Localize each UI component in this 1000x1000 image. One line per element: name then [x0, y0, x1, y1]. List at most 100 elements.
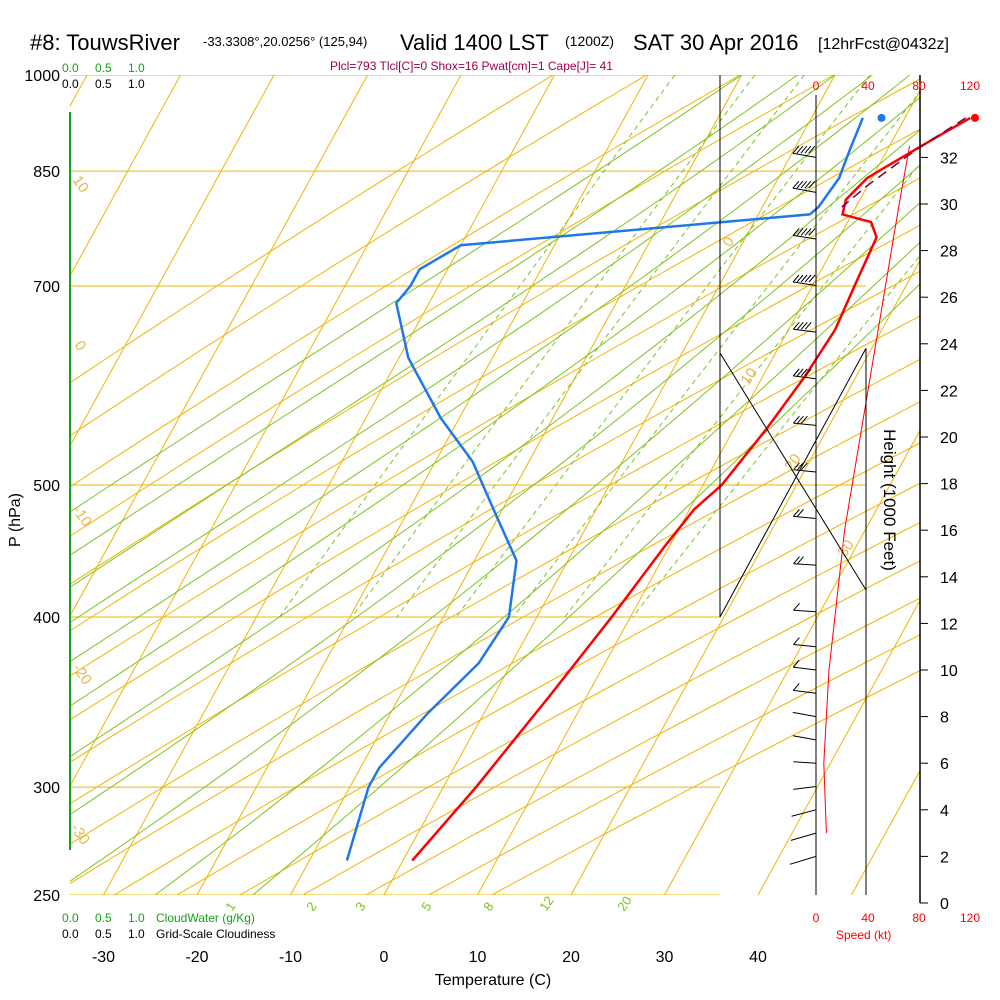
station-coords: -33.3308°,20.0256° (125,94) — [203, 34, 367, 49]
wind-barb-flag — [796, 145, 804, 154]
height-tick-label: 16 — [940, 523, 958, 540]
temperature-tick-label: 30 — [656, 949, 674, 966]
speed-bot-3: 120 — [960, 911, 980, 925]
cloud-top-green-0: 0.0 — [62, 61, 79, 75]
pressure-tick-label: 250 — [33, 888, 60, 905]
height-tick-label: 10 — [940, 663, 958, 680]
pressure-tick-label: 850 — [33, 164, 60, 181]
wind-barb-flag — [804, 274, 812, 283]
height-tick-label: 4 — [940, 803, 949, 820]
dry-adiabat — [70, 75, 834, 537]
mixing-ratio-label: 2 — [303, 899, 319, 914]
wind-barb-flag — [796, 228, 804, 236]
isotherm-line — [70, 75, 368, 617]
wind-barb-flag — [808, 274, 816, 283]
wind-barb-shaft — [793, 609, 817, 613]
moist-adiabat — [70, 96, 920, 707]
wind-barb-flag — [796, 180, 804, 189]
wind-speed-curve — [823, 145, 911, 834]
speed-top-2: 80 — [912, 79, 926, 93]
wind-barb-flag — [801, 415, 808, 424]
wind-barb-flag — [792, 659, 800, 668]
dry-adiabat — [70, 177, 920, 677]
wind-barb-flag — [792, 274, 800, 283]
height-tick-label: 14 — [940, 570, 958, 587]
dry-adiabat-label: 10 — [69, 173, 92, 196]
moist-adiabat — [70, 75, 873, 624]
wind-barb-flag — [797, 462, 804, 471]
cloud-scale-top: 0.0 0.5 1.0 0.0 0.5 1.0 — [62, 61, 145, 91]
height-tick-label: 8 — [940, 710, 949, 727]
moist-adiabat — [70, 75, 798, 556]
isotherm-line — [570, 259, 920, 895]
mixing-ratio-label: 5 — [418, 899, 434, 914]
background-grid — [70, 75, 920, 895]
wind-barb-flag — [792, 368, 800, 377]
wind-barb-flag — [797, 509, 804, 517]
dry-adiabat — [176, 482, 920, 895]
moist-adiabat — [70, 75, 742, 513]
moist-adiabat — [70, 129, 920, 758]
dry-adiabat-label: 0 — [71, 338, 90, 355]
dry-adiabat — [365, 597, 920, 895]
wind-barb-flag — [800, 368, 808, 377]
wind-barb-shaft — [793, 469, 817, 473]
height-tick-label: 30 — [940, 197, 958, 214]
speed-bot-1: 40 — [861, 911, 875, 925]
wind-barb-shaft — [793, 515, 817, 520]
dry-adiabat-label: -10 — [69, 503, 95, 531]
y-axis-title: P (hPa) — [7, 493, 24, 547]
dry-adiabat-label: 0 — [719, 234, 738, 251]
height-tick-label: 24 — [940, 337, 958, 354]
pressure-tick-label: 500 — [33, 478, 60, 495]
isotherm-line — [70, 75, 275, 447]
valid-time: Valid 1400 LST — [400, 30, 549, 55]
dry-adiabat — [70, 128, 920, 632]
speed-axis-label: Speed (kt) — [836, 928, 891, 942]
zulu-time: (1200Z) — [565, 33, 614, 49]
speed-top-1: 40 — [861, 79, 875, 93]
isotherm-line — [290, 75, 742, 895]
cloud-bot-green-1: 0.5 — [95, 911, 112, 925]
cloudiness-label: Grid-Scale Cloudiness — [156, 927, 275, 941]
wind-barb-shaft — [792, 711, 817, 718]
wind-barb-flag — [793, 462, 800, 471]
wind-barb-flag — [793, 415, 800, 424]
wind-barb-shaft — [792, 281, 817, 287]
wind-barb-flag — [793, 556, 800, 565]
height-tick-label: 28 — [940, 244, 958, 261]
dry-adiabat-label: 30 — [834, 537, 857, 560]
isotherm-line — [477, 89, 920, 895]
wind-barb-flag — [804, 368, 812, 377]
mixing-ratio-line — [455, 75, 871, 618]
wind-barb-shaft — [793, 375, 817, 380]
wind-barb-flag — [808, 145, 816, 154]
wind-barb-flag — [792, 228, 800, 236]
temperature-tick-label: -30 — [92, 949, 115, 966]
forecast-label: [12hrFcst@0432z] — [818, 36, 949, 53]
height-tick-label: 32 — [940, 150, 958, 167]
mixing-ratio-label: 3 — [352, 899, 368, 914]
height-tick-label: 26 — [940, 290, 958, 307]
dry-adiabat — [302, 560, 920, 895]
isotherm-line — [664, 429, 920, 895]
wind-barb-shaft — [793, 644, 817, 648]
mixing-ratio-line — [632, 254, 920, 618]
cloud-top-green-1: 0.5 — [95, 61, 112, 75]
isotherm-line — [851, 769, 920, 895]
moist-adiabat — [252, 283, 920, 895]
parcel-profile — [841, 117, 967, 208]
cloud-bot-black-1: 0.5 — [95, 927, 112, 941]
wind-barb-flag — [792, 180, 800, 189]
wind-barb-shaft — [793, 422, 817, 426]
surface-temperature-dot — [971, 113, 980, 122]
cloud-top-black-1: 0.5 — [95, 77, 112, 91]
wind-barb-flag — [797, 415, 804, 424]
temperature-tick-label: 40 — [749, 949, 767, 966]
cloud-bot-green-0: 0.0 — [62, 911, 79, 925]
wind-barb-flag — [800, 274, 808, 283]
dry-adiabat — [70, 401, 920, 885]
speed-top-0: 0 — [813, 79, 820, 93]
valid-date: SAT 30 Apr 2016 — [633, 30, 799, 55]
mixing-ratio-label: 8 — [480, 899, 496, 914]
